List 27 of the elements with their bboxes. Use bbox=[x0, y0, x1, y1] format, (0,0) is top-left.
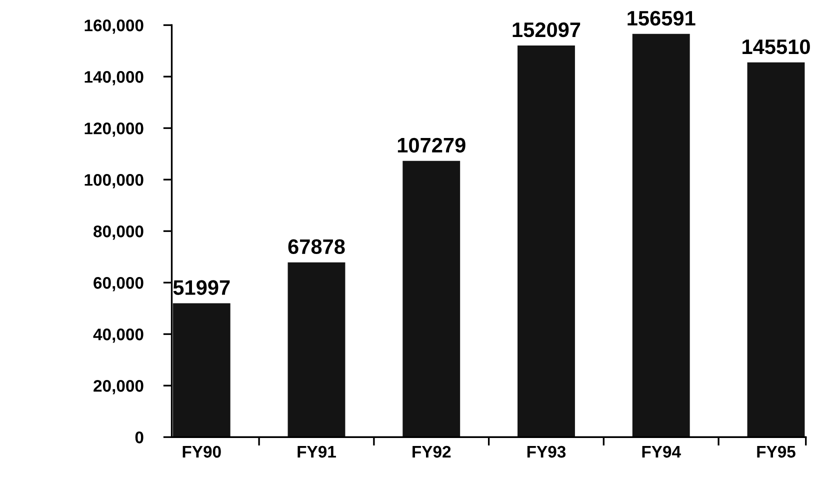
x-tick-label: FY91 bbox=[298, 446, 336, 458]
x-tick-label: FY90 bbox=[182, 446, 221, 458]
data-label: 145510 bbox=[742, 39, 810, 54]
bar bbox=[402, 160, 460, 438]
y-tick-label: 40,000 bbox=[93, 328, 144, 343]
x-tick-label: FY92 bbox=[412, 446, 451, 458]
y-tick-label: 160,000 bbox=[84, 20, 144, 34]
data-label: 51997 bbox=[173, 280, 230, 295]
y-tick-label: 100,000 bbox=[84, 174, 144, 188]
bar bbox=[288, 262, 346, 438]
y-tick-label: 0 bbox=[135, 432, 144, 444]
bar bbox=[172, 303, 230, 438]
y-tick-label: 120,000 bbox=[84, 122, 144, 137]
y-tick-label: 60,000 bbox=[94, 277, 144, 292]
y-tick-label: 20,000 bbox=[94, 380, 144, 394]
data-label: 156591 bbox=[628, 10, 696, 26]
y-tick-label: 80,000 bbox=[94, 226, 144, 240]
data-label: 152097 bbox=[512, 22, 580, 38]
y-tick-label: 140,000 bbox=[84, 71, 144, 86]
x-tick-label: FY95 bbox=[757, 446, 796, 458]
x-tick-label: FY94 bbox=[642, 446, 681, 458]
bar bbox=[632, 34, 690, 438]
bar bbox=[747, 62, 805, 438]
data-label: 67878 bbox=[288, 239, 345, 254]
bar bbox=[518, 45, 575, 438]
x-tick-label: FY93 bbox=[527, 446, 566, 458]
data-label: 107279 bbox=[398, 138, 466, 153]
